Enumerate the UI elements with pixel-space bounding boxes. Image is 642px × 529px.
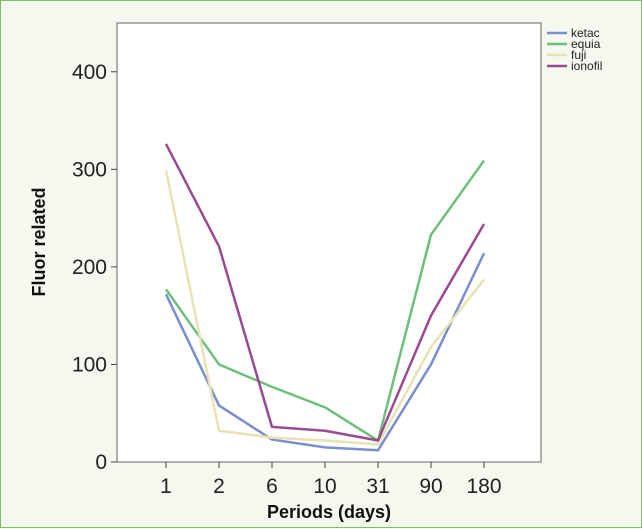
legend-label-fuji: fuji: [571, 48, 586, 62]
x-tick-label: 180: [466, 475, 501, 498]
y-axis: 0 100 200 300 400: [72, 61, 117, 474]
y-axis-title: Fluor related: [29, 187, 49, 296]
x-tick-label: 90: [419, 475, 442, 498]
series-line-fuji: [164, 170, 485, 446]
x-tick-label: 31: [366, 475, 389, 498]
x-tick-label: 10: [313, 475, 336, 498]
y-tick-label: 200: [72, 256, 107, 279]
x-axis: 1 2 6 10 31 90 180: [160, 462, 502, 498]
x-tick-label: 2: [213, 475, 225, 498]
x-axis-title: Periods (days): [267, 502, 391, 522]
legend-label-ketac: ketac: [571, 26, 600, 40]
y-tick-label: 100: [72, 353, 107, 376]
y-tick-label: 300: [72, 158, 107, 181]
y-tick-label: 0: [95, 451, 107, 474]
legend-label-ionofil: ionofil: [571, 59, 602, 73]
series-line-equia: [164, 159, 486, 442]
series-lines: [164, 143, 486, 452]
legend-label-equia: equia: [571, 37, 601, 51]
y-tick-label: 400: [72, 61, 107, 84]
plot-area: [116, 22, 542, 463]
x-tick-label: 1: [160, 475, 172, 498]
series-line-ionofil: [164, 143, 486, 442]
x-tick-label: 6: [266, 475, 278, 498]
series-line-ketac: [164, 252, 486, 452]
